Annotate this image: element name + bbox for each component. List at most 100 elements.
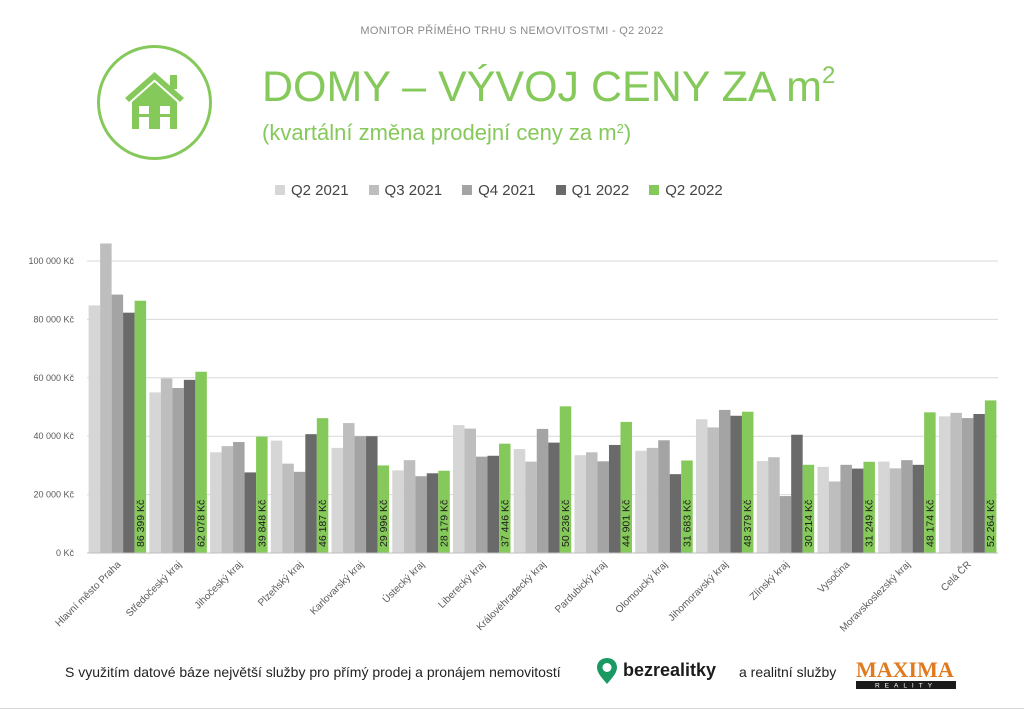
x-tick-label: Moravskoslezský kraj (838, 559, 913, 634)
bar (961, 418, 974, 553)
maxima-subbrand: REALITY (875, 683, 937, 690)
x-tick-label: Jihomoravský kraj (666, 559, 730, 623)
x-tick-label: Karlovarský kraj (308, 559, 366, 617)
data-label: 44 901 Kč (621, 500, 633, 547)
data-label: 37 446 Kč (499, 500, 511, 547)
bar (183, 379, 196, 553)
bar (741, 411, 754, 553)
data-label: 46 187 Kč (317, 500, 329, 547)
bottom-divider (0, 708, 1024, 709)
y-tick-label: 60 000 Kč (33, 373, 74, 383)
bar (438, 470, 450, 553)
maxima-logo: MAXIMA REALITY (856, 657, 956, 690)
bar (718, 409, 731, 553)
bar (938, 416, 951, 553)
x-tick-label: Olomoucký kraj (614, 559, 671, 616)
x-tick-label: Hlavní město Praha (54, 559, 124, 629)
bar (635, 450, 647, 553)
bar (366, 436, 378, 553)
bar (548, 442, 560, 553)
bar (791, 434, 803, 553)
x-tick-label: Plzeňský kraj (256, 559, 305, 608)
bar (331, 447, 344, 553)
data-label: 31 683 Kč (681, 500, 693, 547)
x-tick-label: Ústecký kraj (379, 558, 427, 606)
bar (646, 447, 659, 553)
bar (597, 461, 609, 553)
report-kicker: MONITOR PŘÍMÉHO TRHU S NEMOVITOSTMI - Q2… (360, 25, 664, 37)
data-label: 39 848 Kč (256, 500, 268, 547)
data-label: 52 264 Kč (985, 500, 997, 547)
bar (244, 472, 257, 553)
y-tick-label: 80 000 Kč (33, 314, 74, 324)
bar (172, 388, 184, 553)
bar (817, 466, 829, 553)
bar (681, 460, 693, 553)
legend-item: Q3 2021 (368, 182, 442, 199)
x-tick-label: Liberecký kraj (436, 559, 487, 610)
bar (620, 421, 632, 553)
legend-label: Q2 2021 (291, 181, 349, 199)
maxima-brand: MAXIMA (856, 657, 954, 682)
bar (293, 471, 306, 553)
bar (802, 464, 815, 553)
x-tick-label: Pardubický kraj (553, 559, 609, 615)
x-tick-label: Vysočina (816, 559, 853, 596)
bar (316, 418, 329, 553)
bar (343, 423, 355, 553)
bar-chart: 0 Kč 20 000 Kč 40 000 Kč 60 000 Kč 80 000 Kč… (28, 243, 998, 634)
data-label: 48 174 Kč (924, 500, 936, 547)
bar (426, 473, 439, 553)
house-icon (97, 45, 212, 160)
footer-mid-text: a realitní služby (739, 664, 837, 680)
bar (525, 461, 537, 553)
bar (756, 461, 769, 553)
legend-item: Q1 2022 (555, 181, 630, 199)
legend-item: Q2 2022 (649, 182, 723, 199)
bar (984, 400, 997, 553)
footer-source-text: S využitím datové báze největší služby p… (65, 664, 561, 680)
bar (160, 378, 173, 553)
legend-swatch (649, 185, 660, 195)
x-tick-label: Zlínský kraj (748, 559, 792, 603)
legend-label: Q1 2022 (571, 181, 630, 199)
bar (863, 461, 875, 553)
bar (305, 434, 317, 553)
bar (233, 442, 245, 553)
bar (950, 412, 962, 553)
y-tick-label: 40 000 Kč (33, 431, 74, 441)
bar (574, 455, 586, 553)
bar (354, 436, 367, 553)
data-label: 31 249 Kč (864, 500, 876, 547)
bar (669, 474, 682, 553)
bar (100, 243, 112, 554)
data-label: 50 236 Kč (560, 500, 572, 547)
bar (499, 443, 511, 553)
bar (464, 428, 477, 553)
bar (282, 463, 294, 553)
bar (912, 464, 925, 553)
data-label: 86 399 Kč (135, 500, 147, 547)
bar (878, 461, 890, 553)
bar (415, 476, 427, 553)
bar (513, 449, 526, 553)
bar (768, 457, 780, 553)
bar (210, 452, 222, 553)
bar (559, 406, 572, 553)
bar (377, 465, 390, 553)
legend-swatch (462, 185, 473, 195)
legend-item: Q2 2021 (275, 182, 349, 199)
bar (453, 425, 465, 553)
bar (403, 460, 416, 553)
bar (658, 440, 670, 553)
bar (901, 460, 913, 553)
bar (840, 464, 852, 553)
y-tick-label: 100 000 Kč (28, 256, 74, 266)
bar (221, 446, 234, 553)
data-label: 30 214 Kč (803, 500, 815, 547)
bezrealitky-logo: bezrealitky (597, 658, 716, 684)
bar (828, 481, 841, 553)
bar (392, 470, 404, 553)
bar (195, 371, 207, 553)
legend-swatch (275, 185, 285, 195)
